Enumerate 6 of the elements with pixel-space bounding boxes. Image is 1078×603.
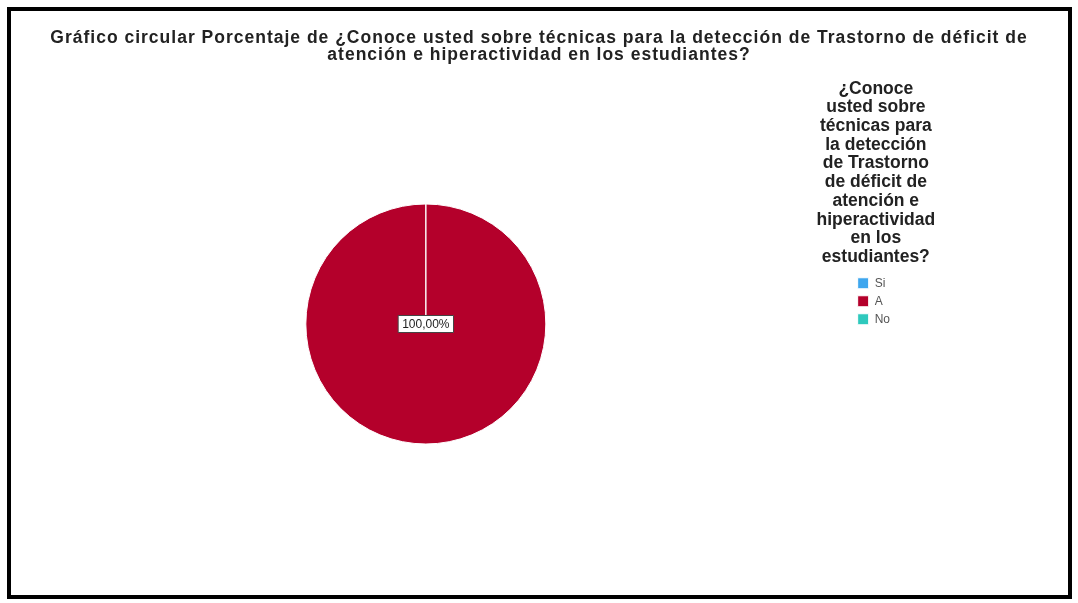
data-label: 100,00% <box>402 316 450 331</box>
legend-label: A <box>874 293 883 308</box>
legend-label: No <box>874 311 891 326</box>
legend-label: Si <box>874 275 886 290</box>
text: ¿Conoce usted sobre técnicas para la detección de Trastorno de déficit de atención e hiperactividad en los estudiantes? <box>816 77 936 267</box>
chart-title: Gráfico circular Porcentaje de ¿Conoce usted sobre técnicas para la detección de Trastorno de déficit de atención e hiperactividad en los estudiantes? <box>49 27 1029 64</box>
